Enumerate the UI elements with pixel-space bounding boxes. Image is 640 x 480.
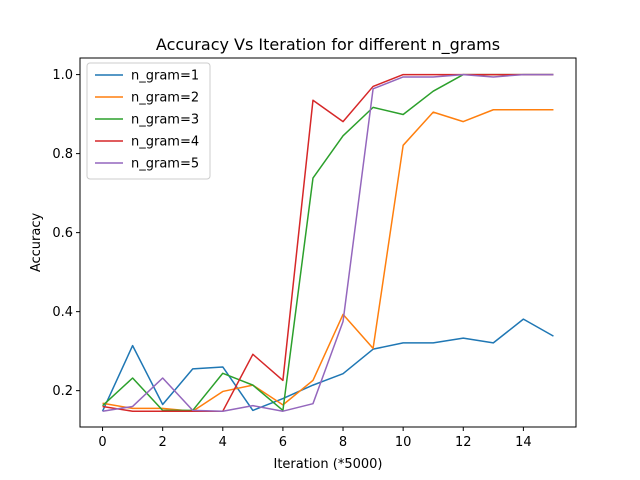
series-line-1	[101, 318, 554, 412]
series-line-4	[102, 73, 554, 412]
legend-label: n_gram=3	[131, 113, 199, 128]
x-axis-label: Iteration (*5000)	[273, 457, 382, 472]
y-tick-label: 1.0	[52, 68, 73, 83]
x-tick-label: 6	[279, 435, 287, 450]
x-tick-label: 14	[515, 435, 532, 450]
y-axis-ticks: 0.2 0.4 0.6 0.8 1.0	[52, 68, 80, 399]
legend: n_gram=1 n_gram=2 n_gram=3 n_gram=4 n_gram=5	[86, 62, 211, 180]
y-tick-label: 0.4	[52, 305, 73, 320]
legend-label: n_gram=5	[131, 157, 199, 172]
x-axis-ticks: 0 2 4 6 8 10 12 14	[98, 427, 532, 450]
legend-label: n_gram=4	[131, 135, 199, 150]
plot-frame	[79, 57, 577, 428]
x-tick-label: 10	[395, 435, 412, 450]
x-tick-label: 0	[98, 435, 106, 450]
x-tick-label: 4	[219, 435, 227, 450]
legend-box	[86, 62, 211, 180]
x-tick-label: 2	[159, 435, 167, 450]
legend-label: n_gram=1	[131, 69, 199, 84]
plot-lines	[101, 73, 554, 412]
legend-label: n_gram=2	[131, 91, 199, 106]
y-axis-label: Accuracy	[29, 213, 44, 273]
x-tick-label: 12	[455, 435, 472, 450]
chart-title: Accuracy Vs Iteration for different n_gr…	[156, 35, 500, 55]
y-tick-label: 0.2	[52, 384, 73, 399]
y-tick-label: 0.8	[52, 147, 73, 162]
x-tick-label: 8	[339, 435, 347, 450]
y-tick-label: 0.6	[52, 226, 73, 241]
series-line-5	[102, 73, 554, 412]
